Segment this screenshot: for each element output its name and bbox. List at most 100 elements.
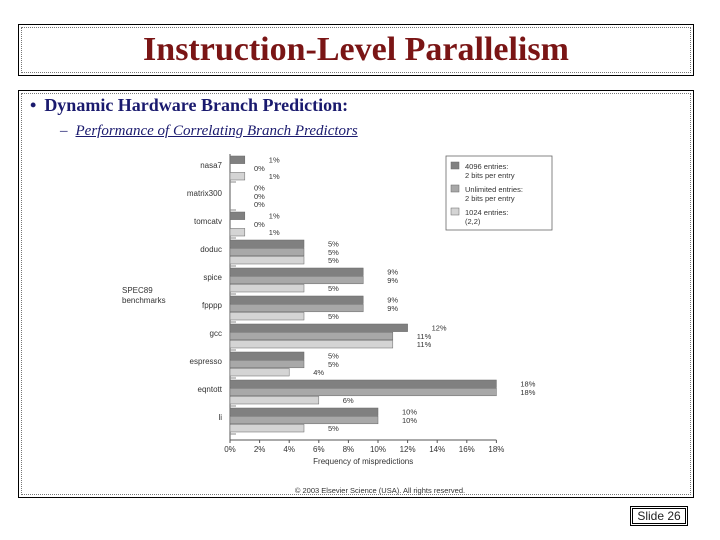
bar (229, 351, 305, 360)
data-label: 5% (328, 240, 339, 249)
x-tick-label: 4% (283, 445, 295, 454)
x-tick-label: 16% (459, 445, 475, 454)
data-label: 0% (254, 220, 265, 229)
bar (229, 323, 408, 332)
x-tick-label: 14% (429, 445, 445, 454)
data-label: 11% (417, 340, 432, 349)
category-label: doduc (200, 245, 222, 254)
data-label: 6% (343, 396, 354, 405)
data-label: 0% (254, 192, 265, 201)
legend-label: 1024 entries: (465, 208, 508, 217)
category-label: matrix300 (187, 189, 223, 198)
bullet-text: Dynamic Hardware Branch Prediction: (44, 95, 349, 115)
legend-label: 4096 entries: (465, 162, 508, 171)
bar (229, 295, 364, 304)
misprediction-chart: nasa71%0%1%matrix3000%0%0%tomcatv1%0%1%d… (122, 154, 553, 495)
category-label: tomcatv (194, 217, 222, 226)
data-label: 5% (328, 424, 339, 433)
bar (229, 379, 497, 388)
bar (229, 407, 379, 416)
bar (229, 284, 305, 293)
data-label: 12% (432, 324, 447, 333)
title-frame: Instruction-Level Parallelism (18, 24, 694, 76)
data-label: 0% (254, 164, 265, 173)
x-axis-label: Frequency of mispredictions (313, 457, 413, 466)
data-label: 5% (328, 256, 339, 265)
legend-label: 2 bits per entry (465, 171, 515, 180)
data-label: 0% (254, 184, 265, 193)
bar (229, 424, 305, 433)
y-axis-label: benchmarks (122, 296, 166, 305)
data-label: 10% (402, 408, 417, 417)
legend-box (445, 155, 553, 231)
bullet-symbol: • (30, 95, 37, 115)
data-label: 9% (387, 276, 398, 285)
sub-bullet-item: – Performance of Correlating Branch Predi… (60, 123, 358, 140)
legend-label: (2,2) (465, 217, 481, 226)
category-label: gcc (210, 329, 222, 338)
slide-number: Slide 26 (630, 506, 688, 526)
category-label: nasa7 (200, 161, 222, 170)
sub-bullet-symbol: – (60, 123, 68, 139)
bar (229, 267, 364, 276)
bar (229, 172, 246, 181)
data-label: 9% (387, 296, 398, 305)
data-label: 1% (269, 172, 280, 181)
x-tick-label: 18% (488, 445, 504, 454)
bar (229, 396, 320, 405)
data-label: 5% (328, 352, 339, 361)
legend-label: Unlimited entries: (465, 185, 523, 194)
category-label: li (218, 413, 222, 422)
x-tick-label: 12% (400, 445, 416, 454)
legend-label: 2 bits per entry (465, 194, 515, 203)
y-axis-label: SPEC89 (122, 286, 153, 295)
data-label: 1% (269, 212, 280, 221)
bar (229, 228, 246, 237)
bar (229, 368, 290, 377)
bar (229, 340, 394, 349)
x-tick-label: 0% (224, 445, 236, 454)
bar (229, 211, 246, 220)
category-label: espresso (190, 357, 223, 366)
bar (229, 247, 305, 257)
slide-title: Instruction-Level Parallelism (143, 31, 569, 68)
data-label: 4% (313, 368, 324, 377)
data-label: 1% (269, 156, 280, 165)
bar (229, 303, 364, 313)
data-label: 11% (417, 332, 432, 341)
bullet-item: • Dynamic Hardware Branch Prediction: (30, 95, 348, 116)
x-tick-label: 2% (254, 445, 266, 454)
legend-swatch (450, 207, 460, 216)
legend-swatch (450, 184, 460, 193)
data-label: 1% (269, 228, 280, 237)
bar (229, 387, 497, 397)
legend-swatch (450, 161, 460, 170)
x-tick-label: 10% (370, 445, 386, 454)
bar (229, 331, 394, 341)
sub-bullet-text: Performance of Correlating Branch Predic… (75, 123, 358, 139)
data-label: 10% (402, 416, 417, 425)
bar (229, 312, 305, 321)
bar (229, 256, 305, 265)
data-label: 18% (520, 388, 535, 397)
data-label: 18% (520, 380, 535, 389)
content-frame (18, 90, 694, 498)
x-tick-label: 8% (343, 445, 355, 454)
bar (229, 275, 364, 285)
bar (229, 155, 246, 164)
category-label: fpppp (202, 301, 223, 310)
data-label: 0% (254, 200, 265, 209)
data-label: 9% (387, 268, 398, 277)
data-label: 5% (328, 312, 339, 321)
category-label: spice (203, 273, 222, 282)
data-label: 9% (387, 304, 398, 313)
data-label: 5% (328, 248, 339, 257)
x-tick-label: 6% (313, 445, 325, 454)
bar (229, 239, 305, 248)
copyright-text: © 2003 Elsevier Science (USA). All right… (295, 486, 465, 495)
bar (229, 415, 379, 425)
data-label: 5% (328, 284, 339, 293)
bar (229, 359, 305, 369)
category-label: eqntott (198, 385, 223, 394)
data-label: 5% (328, 360, 339, 369)
